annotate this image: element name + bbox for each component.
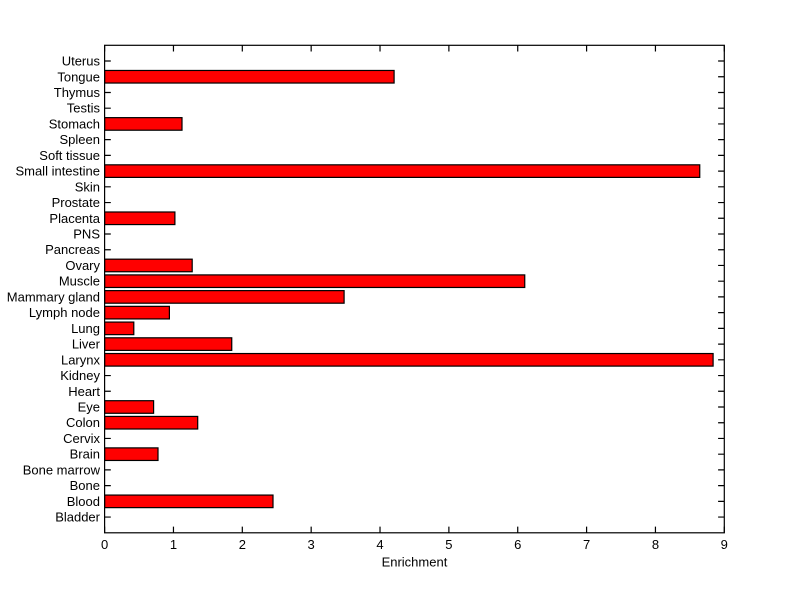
svg-text:Tongue: Tongue	[57, 69, 100, 84]
svg-text:Testis: Testis	[67, 101, 101, 116]
svg-text:Skin: Skin	[75, 179, 100, 194]
svg-text:9: 9	[721, 537, 728, 552]
svg-text:3: 3	[308, 537, 315, 552]
svg-text:Prostate: Prostate	[52, 195, 100, 210]
svg-text:4: 4	[376, 537, 383, 552]
svg-text:Muscle: Muscle	[59, 274, 100, 289]
svg-text:Kidney: Kidney	[60, 368, 100, 383]
svg-text:Soft tissue: Soft tissue	[39, 148, 100, 163]
svg-text:5: 5	[445, 537, 452, 552]
svg-text:1: 1	[170, 537, 177, 552]
svg-text:Colon: Colon	[66, 415, 100, 430]
svg-text:Small intestine: Small intestine	[15, 164, 100, 179]
svg-text:8: 8	[652, 537, 659, 552]
svg-text:Liver: Liver	[72, 337, 101, 352]
svg-text:Lung: Lung	[71, 321, 100, 336]
svg-text:Mammary gland: Mammary gland	[7, 289, 100, 304]
svg-text:0: 0	[101, 537, 108, 552]
svg-text:Lymph node: Lymph node	[29, 305, 100, 320]
svg-text:Blood: Blood	[67, 494, 100, 509]
svg-text:Pancreas: Pancreas	[45, 242, 100, 257]
svg-text:Eye: Eye	[78, 399, 100, 414]
svg-text:Cervix: Cervix	[63, 431, 100, 446]
svg-text:7: 7	[583, 537, 590, 552]
svg-text:Larynx: Larynx	[61, 352, 101, 367]
svg-text:Stomach: Stomach	[49, 116, 100, 131]
svg-text:6: 6	[514, 537, 521, 552]
svg-text:Bone: Bone	[70, 478, 100, 493]
svg-text:Ovary: Ovary	[65, 258, 100, 273]
svg-text:2: 2	[239, 537, 246, 552]
svg-text:Uterus: Uterus	[62, 54, 101, 69]
svg-text:Brain: Brain	[70, 447, 100, 462]
svg-text:Bone marrow: Bone marrow	[23, 462, 101, 477]
svg-text:Thymus: Thymus	[54, 85, 101, 100]
svg-text:Spleen: Spleen	[60, 132, 100, 147]
svg-text:Heart: Heart	[68, 384, 100, 399]
svg-text:PNS: PNS	[73, 227, 100, 242]
svg-text:Enrichment: Enrichment	[382, 555, 448, 570]
svg-text:Placenta: Placenta	[49, 211, 100, 226]
svg-text:Bladder: Bladder	[55, 510, 100, 525]
